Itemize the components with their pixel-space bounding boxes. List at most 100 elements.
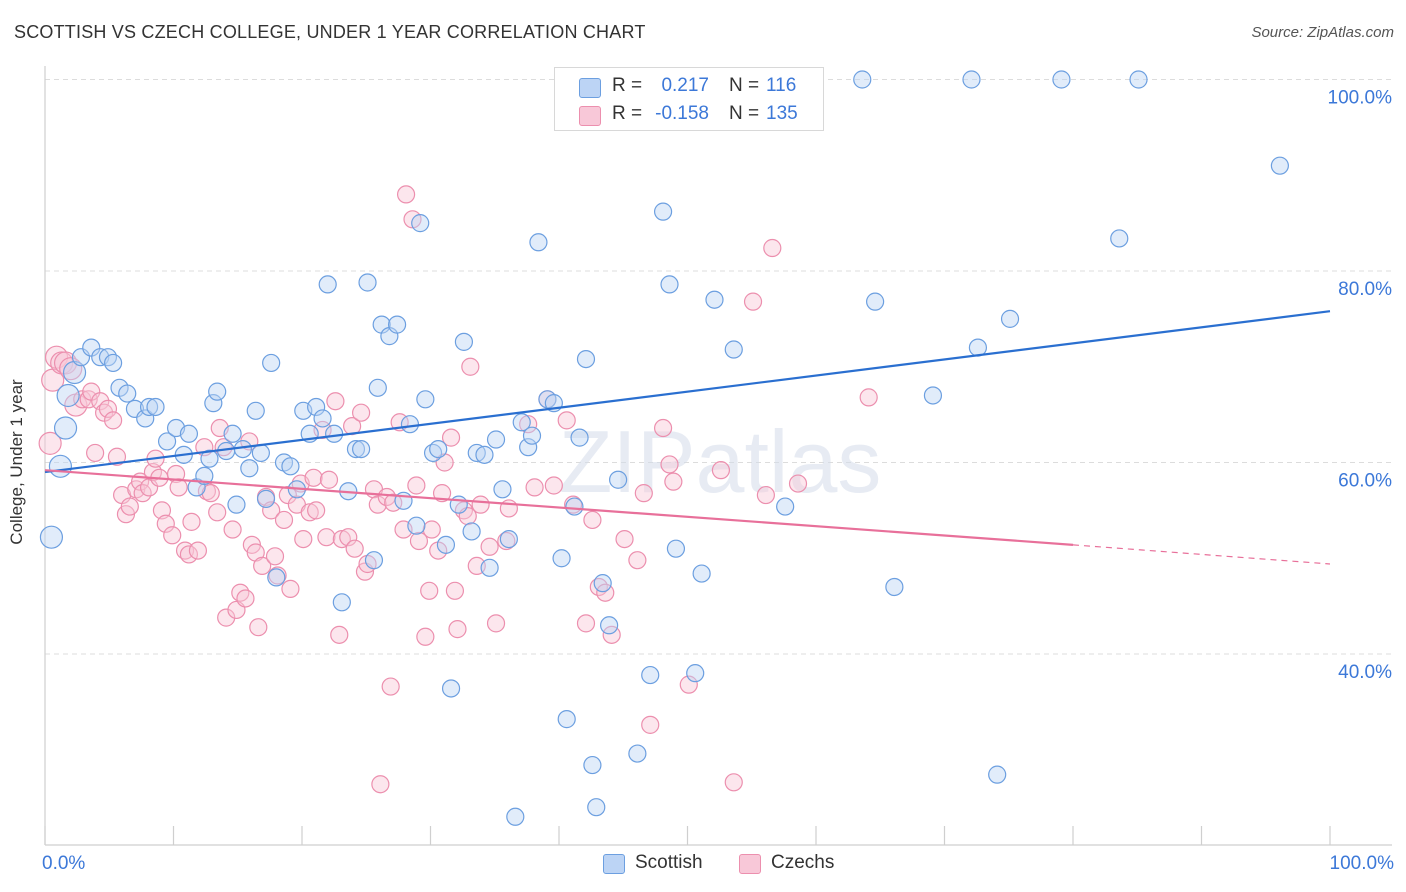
scottish-point (307, 397, 326, 417)
legend-n-label: N = (729, 75, 760, 96)
czechs-point (711, 461, 731, 480)
czechs-point (679, 675, 698, 694)
scottish-swatch (603, 854, 625, 874)
czechs-point (86, 443, 105, 463)
correlation-legend: R = 0.217 N = 116 R = -0.158 N = 135 (554, 67, 824, 131)
czechs-point (300, 503, 319, 522)
scottish-point (139, 397, 159, 417)
czechs-point (615, 529, 634, 549)
scottish-point (240, 459, 259, 478)
scottish-point (368, 378, 387, 397)
scottish-point (583, 755, 602, 775)
scottish-point (1270, 156, 1289, 175)
scottish-point (118, 384, 137, 403)
y-tick-label: 100.0% (1328, 88, 1393, 109)
scottish-point (346, 439, 366, 459)
legend-row-czechs: R = -0.158 N = 135 (555, 101, 823, 129)
scottish-point (251, 443, 270, 463)
scottish-point (988, 765, 1007, 784)
scottish-point (267, 568, 286, 587)
scottish-point (200, 449, 219, 468)
czechs-point (352, 403, 371, 422)
czechs-point (223, 520, 242, 539)
czechs-point (330, 625, 349, 644)
czechs-point (163, 526, 182, 545)
scottish-swatch (579, 78, 601, 98)
czechs-point (104, 411, 123, 430)
grid-lines (45, 79, 1392, 655)
legend-r-label: R = (612, 75, 643, 96)
czechs-point (641, 715, 660, 734)
czechs-point (265, 547, 285, 566)
scottish-point (407, 516, 426, 535)
czechs-point (471, 495, 490, 514)
czechs-point (544, 476, 563, 495)
czechs-swatch (579, 106, 601, 126)
scottish-point (529, 233, 548, 252)
czechs-point (281, 579, 300, 598)
scottish-point (570, 428, 589, 447)
scottish-point (1052, 70, 1071, 89)
scottish-point (429, 439, 448, 459)
czechs-point (169, 478, 188, 497)
scottish-point (506, 807, 525, 826)
scottish-point (653, 202, 673, 221)
scottish-point (179, 424, 199, 443)
scottish-point (1129, 70, 1148, 89)
scottish-point (104, 353, 123, 373)
scottish-point (660, 275, 679, 294)
scottish-point (962, 70, 981, 89)
czechs-point (724, 773, 743, 792)
czechs-point (859, 388, 878, 407)
scottish-point (436, 535, 456, 554)
czechs-trend-extension (1072, 544, 1331, 565)
czechs-point (756, 485, 775, 505)
y-tick-label: 80.0% (1338, 279, 1392, 300)
czechs-point (120, 497, 139, 516)
czechs-point (166, 464, 186, 484)
czechs-point (461, 357, 480, 376)
czechs-point (98, 399, 118, 418)
czechs-point (407, 476, 426, 495)
scottish-point (208, 382, 227, 401)
legend-r-value: 0.217 (661, 75, 709, 96)
scottish-trend-line (44, 310, 1331, 474)
scottish-point (480, 558, 499, 577)
x-tick-label: 100.0% (1330, 853, 1395, 874)
scottish-point (146, 397, 165, 417)
scottish-point (352, 439, 371, 459)
czechs-point (788, 474, 808, 493)
czechs-point (332, 529, 351, 549)
czechs-point (409, 531, 429, 551)
scottish-point (557, 710, 576, 729)
czechs-point (262, 501, 281, 520)
scottish-point (692, 564, 711, 583)
czechs-point (156, 514, 175, 533)
scottish-point (866, 292, 885, 311)
scottish-point (705, 290, 724, 309)
scottish-point (885, 577, 904, 597)
czechs-point (576, 614, 596, 633)
trend-lines (44, 310, 1331, 565)
scottish-point (641, 665, 660, 685)
x-tick-label: 0.0% (42, 853, 85, 874)
czechs-point (583, 510, 602, 530)
scottish-point (246, 401, 265, 420)
czechs-point (59, 357, 83, 381)
czechs-point (152, 501, 172, 520)
data-points (38, 70, 1289, 826)
scottish-point (666, 539, 686, 558)
czechs-point (91, 392, 110, 411)
scottish-point (486, 430, 506, 449)
czechs-point (497, 531, 516, 551)
scottish-point (62, 360, 87, 385)
czechs-point (208, 503, 227, 522)
scottish-point (565, 497, 584, 516)
y-axis-label: College, Under 1 year (7, 379, 26, 545)
scottish-point (853, 70, 872, 89)
czechs-point (326, 392, 345, 411)
czechs-point (274, 510, 294, 530)
czechs-point (486, 614, 506, 633)
czechs-point (319, 470, 339, 489)
